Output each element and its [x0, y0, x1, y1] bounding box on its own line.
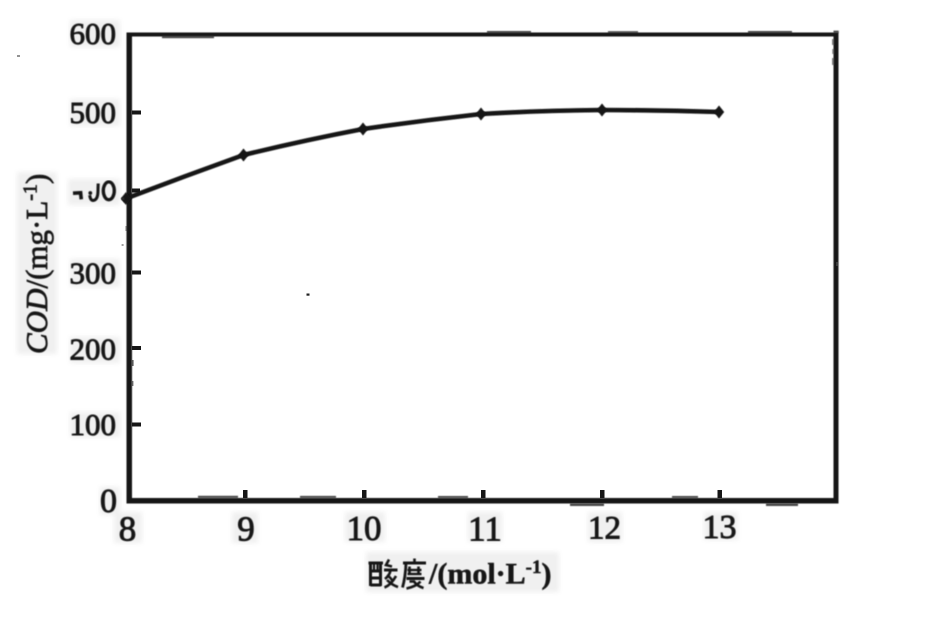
svg-text:11: 11 [468, 510, 502, 549]
svg-text:600: 600 [70, 16, 117, 51]
svg-text:300: 300 [70, 256, 117, 291]
svg-text:8: 8 [119, 510, 137, 549]
svg-text:12: 12 [588, 511, 621, 547]
svg-text:0: 0 [100, 483, 117, 520]
svg-text:13: 13 [703, 509, 737, 546]
svg-text:100: 100 [70, 407, 117, 442]
svg-text:COD/(mg·L-1): COD/(mg·L-1) [19, 174, 54, 354]
svg-text:9: 9 [237, 510, 255, 549]
svg-text:200: 200 [70, 332, 117, 367]
svg-text:500: 500 [70, 95, 117, 130]
svg-text:10: 10 [347, 509, 382, 548]
